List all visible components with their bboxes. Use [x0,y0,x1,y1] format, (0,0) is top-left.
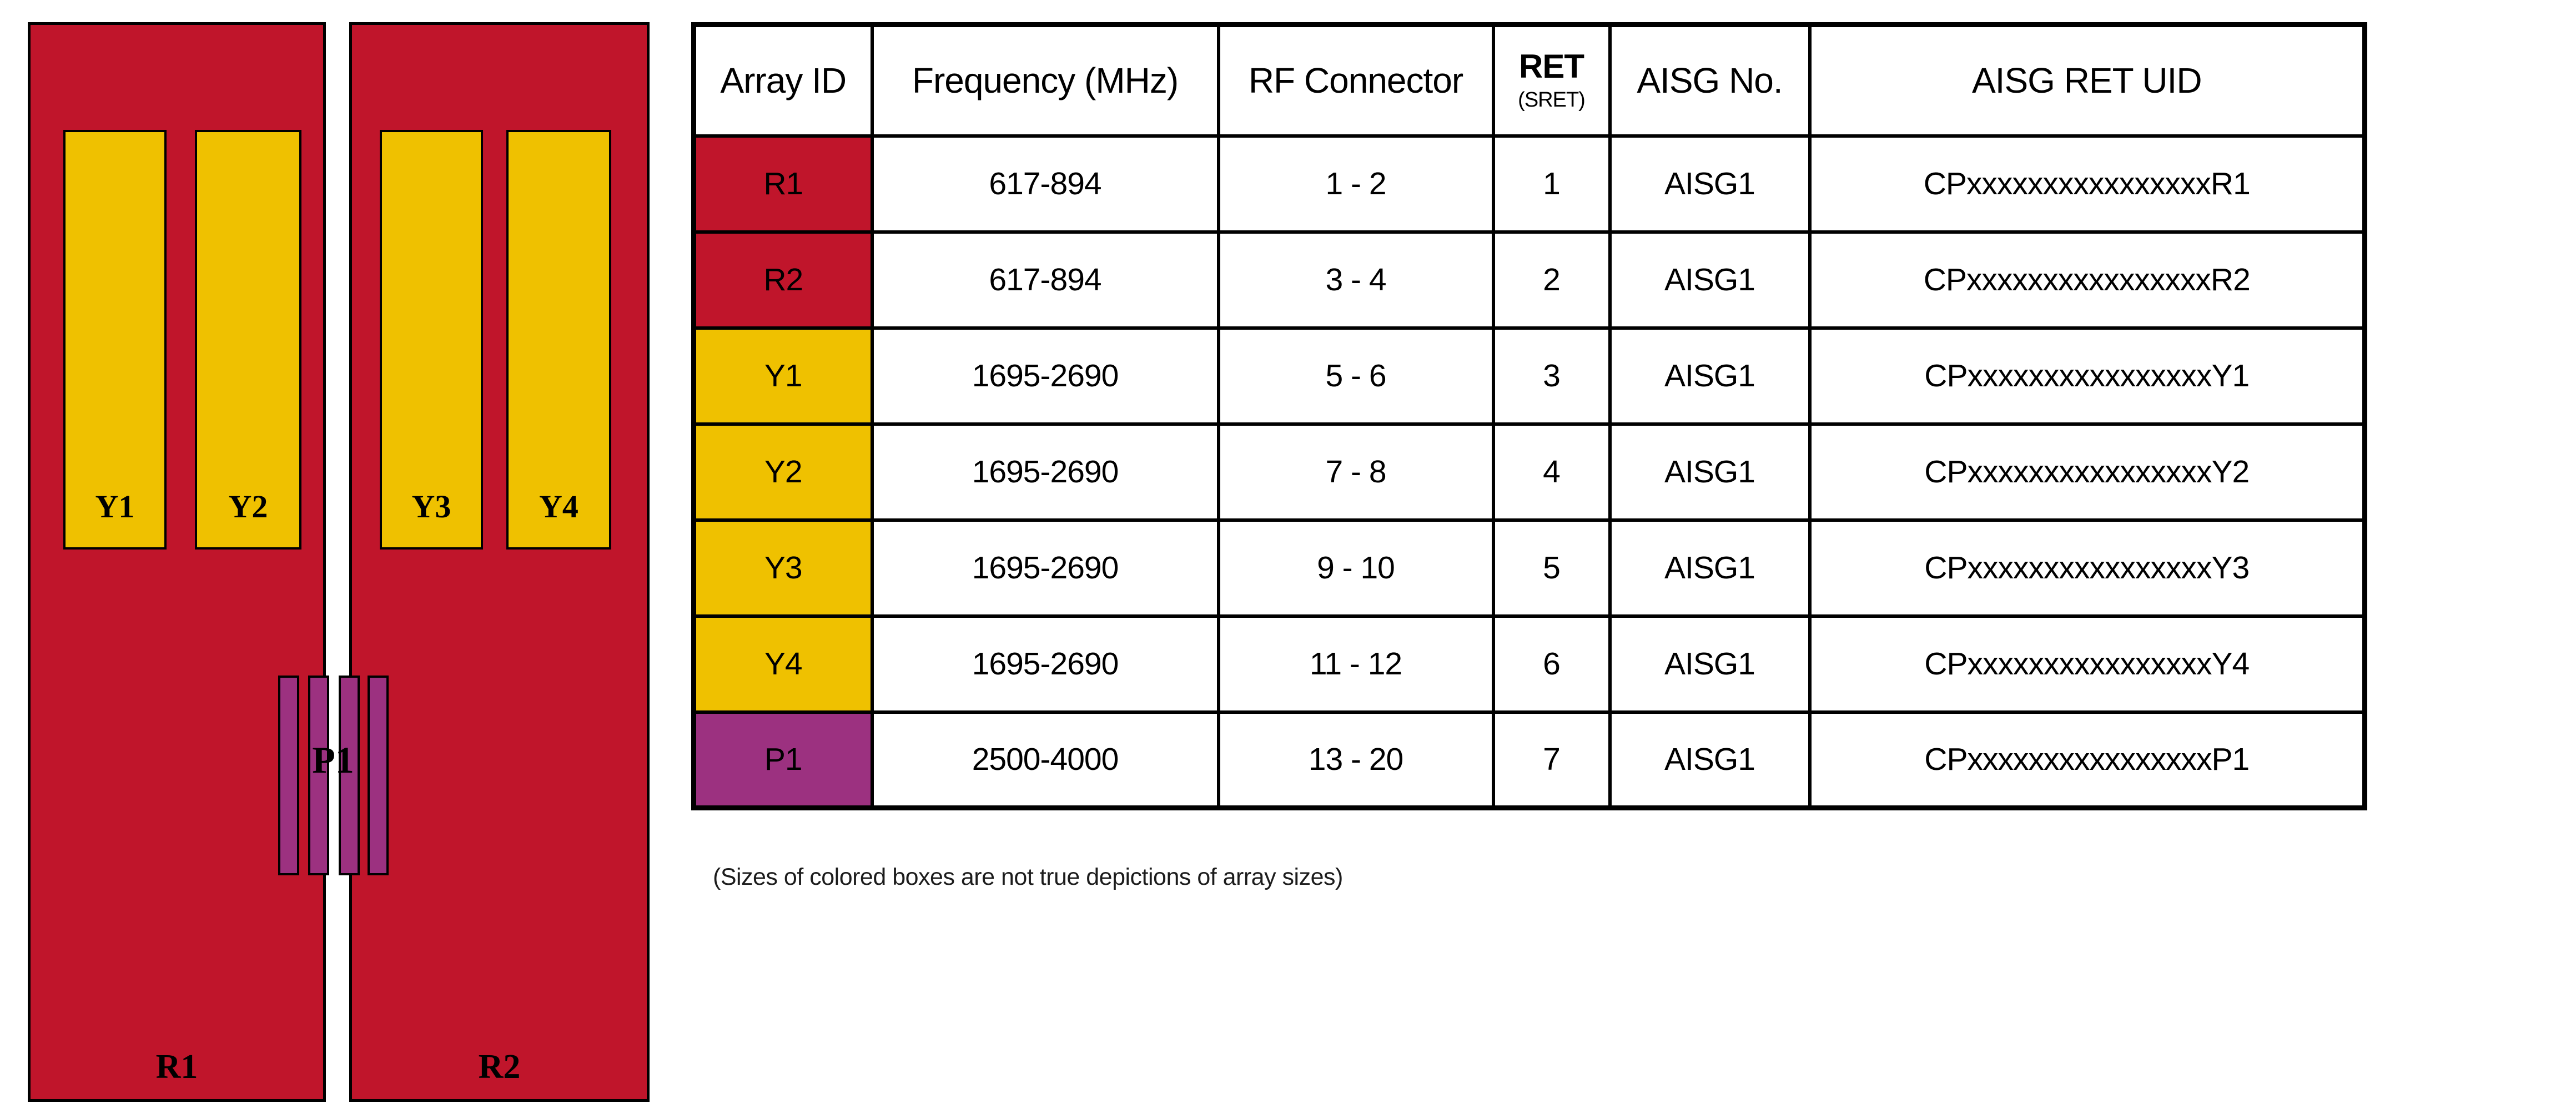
aisg-ret-uid-cell: CPxxxxxxxxxxxxxxxxY3 [1808,518,2367,618]
frequency-cell: 617-894 [870,230,1220,330]
header-frequency: Frequency (MHz) [870,23,1220,138]
aisg-no-cell: AISG1 [1608,422,1812,522]
aisg-ret-uid-cell: CPxxxxxxxxxxxxxxxxY2 [1808,422,2367,522]
aisg-ret-uid-cell: CPxxxxxxxxxxxxxxxxR1 [1808,134,2367,234]
header-array-id: Array ID [692,23,874,138]
table-row: Y3 1695-2690 9 - 10 5 AISG1 CPxxxxxxxxxx… [692,518,2367,618]
ret-cell: 4 [1491,422,1612,522]
p1-array-label: P1 [312,739,354,781]
frequency-cell: 1695-2690 [870,614,1220,714]
aisg-ret-uid-cell: CPxxxxxxxxxxxxxxxxY4 [1808,614,2367,714]
table-row: Y2 1695-2690 7 - 8 4 AISG1 CPxxxxxxxxxxx… [692,422,2367,522]
ret-cell: 3 [1491,326,1612,426]
ret-cell: 2 [1491,230,1612,330]
frequency-cell: 617-894 [870,134,1220,234]
rf-connector-cell: 3 - 4 [1216,230,1495,330]
p1-array-bar-2 [308,676,329,875]
ret-cell: 5 [1491,518,1612,618]
p1-array-bar-1 [278,676,299,875]
aisg-no-cell: AISG1 [1608,710,1812,810]
array-label-y1: Y1 [95,488,135,525]
array-id-cell: P1 [692,710,874,810]
ret-cell: 1 [1491,134,1612,234]
header-ret-main: RET [1519,48,1584,85]
array-box-y4: Y4 [506,130,611,550]
frequency-cell: 1695-2690 [870,422,1220,522]
array-box-y2: Y2 [195,130,301,550]
rf-connector-cell: 11 - 12 [1216,614,1495,714]
ret-cell: 7 [1491,710,1612,810]
ret-cell: 6 [1491,614,1612,714]
header-aisg-no: AISG No. [1608,23,1812,138]
aisg-ret-uid-cell: CPxxxxxxxxxxxxxxxxP1 [1808,710,2367,810]
frequency-cell: 1695-2690 [870,326,1220,426]
array-label-y3: Y3 [411,488,451,525]
table-row: R1 617-894 1 - 2 1 AISG1 CPxxxxxxxxxxxxx… [692,134,2367,234]
array-id-cell: Y2 [692,422,874,522]
array-id-cell: R2 [692,230,874,330]
aisg-no-cell: AISG1 [1608,518,1812,618]
array-spec-table: Array ID Frequency (MHz) RF Connector RE… [691,22,2367,810]
array-label-y4: Y4 [539,488,578,525]
aisg-ret-uid-cell: CPxxxxxxxxxxxxxxxxY1 [1808,326,2367,426]
array-box-y3: Y3 [380,130,483,550]
frequency-cell: 2500-4000 [870,710,1220,810]
array-label-y2: Y2 [228,488,268,525]
antenna-panel-r2: Y3 Y4 R2 [349,22,650,1102]
header-ret-sub: (SRET) [1518,88,1586,112]
table-row: R2 617-894 3 - 4 2 AISG1 CPxxxxxxxxxxxxx… [692,230,2367,330]
table-row: Y1 1695-2690 5 - 6 3 AISG1 CPxxxxxxxxxxx… [692,326,2367,426]
array-id-cell: R1 [692,134,874,234]
p1-array-bar-3 [339,676,360,875]
frequency-cell: 1695-2690 [870,518,1220,618]
panel-label-r1: R1 [155,1048,198,1086]
array-id-cell: Y3 [692,518,874,618]
spec-table-body: R1 617-894 1 - 2 1 AISG1 CPxxxxxxxxxxxxx… [692,134,2367,810]
antenna-panel-r1: Y1 Y2 R1 [28,22,326,1102]
aisg-ret-uid-cell: CPxxxxxxxxxxxxxxxxR2 [1808,230,2367,330]
rf-connector-cell: 7 - 8 [1216,422,1495,522]
rf-connector-cell: 9 - 10 [1216,518,1495,618]
aisg-no-cell: AISG1 [1608,326,1812,426]
aisg-no-cell: AISG1 [1608,614,1812,714]
header-ret: RET (SRET) [1491,23,1612,138]
size-disclaimer-note: (Sizes of colored boxes are not true dep… [713,864,1343,890]
aisg-no-cell: AISG1 [1608,230,1812,330]
rf-connector-cell: 5 - 6 [1216,326,1495,426]
p1-array-bar-4 [368,676,389,875]
panel-label-r2: R2 [478,1048,521,1086]
aisg-no-cell: AISG1 [1608,134,1812,234]
table-row: Y4 1695-2690 11 - 12 6 AISG1 CPxxxxxxxxx… [692,614,2367,714]
array-box-y1: Y1 [63,130,167,550]
header-aisg-ret-uid: AISG RET UID [1808,23,2367,138]
table-header-row: Array ID Frequency (MHz) RF Connector RE… [692,23,2367,138]
rf-connector-cell: 1 - 2 [1216,134,1495,234]
array-id-cell: Y1 [692,326,874,426]
rf-connector-cell: 13 - 20 [1216,710,1495,810]
table-row: P1 2500-4000 13 - 20 7 AISG1 CPxxxxxxxxx… [692,710,2367,810]
header-rf-connector: RF Connector [1216,23,1495,138]
array-id-cell: Y4 [692,614,874,714]
